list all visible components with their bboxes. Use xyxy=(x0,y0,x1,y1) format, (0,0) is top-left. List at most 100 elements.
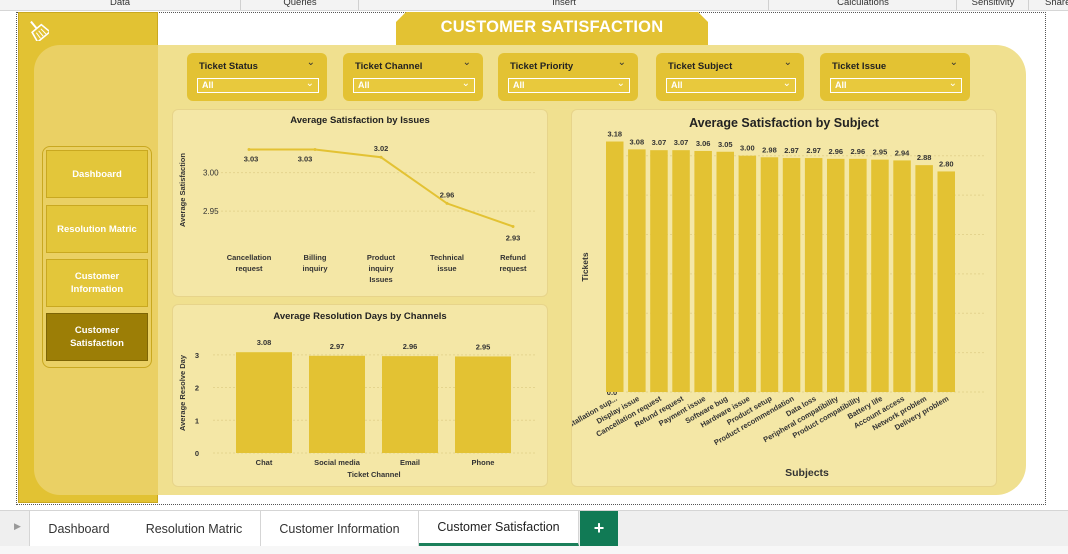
filter-label: Ticket Priority xyxy=(510,61,574,72)
chevron-down-icon[interactable]: ⌄ xyxy=(783,57,792,68)
bar xyxy=(606,141,624,392)
bar xyxy=(760,157,779,392)
chevron-down-icon[interactable]: ⌄ xyxy=(949,57,958,68)
y-tick-label: 3 xyxy=(195,351,199,360)
nav-button-resolution-matric[interactable]: Resolution Matric xyxy=(46,205,148,253)
x-tick-label: issue xyxy=(437,264,456,273)
x-axis-label: Issues xyxy=(369,275,392,284)
channels-chart-card: Average Resolution Days by Channels 3 2 1 0… xyxy=(172,304,548,487)
issues-line-chart[interactable]: 3.00 2.95 Average Satisfaction 3.03 3.03 3.02… xyxy=(173,110,549,298)
filter-value: All xyxy=(513,80,525,90)
filter-label: Ticket Status xyxy=(199,61,258,72)
bar xyxy=(782,158,801,392)
bar xyxy=(937,171,955,392)
nav-button-dashboard[interactable]: Dashboard xyxy=(46,150,148,198)
data-label: 3.03 xyxy=(298,155,313,164)
broom-icon[interactable] xyxy=(27,19,52,44)
x-tick-label: inquiry xyxy=(368,264,394,273)
data-label: 2.96 xyxy=(828,147,843,156)
ribbon-tab-queries[interactable]: Queries xyxy=(240,0,359,10)
add-sheet-button[interactable]: + xyxy=(580,511,618,546)
chevron-down-icon[interactable]: ⌄ xyxy=(306,57,315,68)
chevron-down-icon: ⌄ xyxy=(948,78,957,89)
data-label: 2.95 xyxy=(873,148,888,157)
y-tick-label: 2.95 xyxy=(203,207,219,216)
bar xyxy=(738,155,757,392)
chevron-down-icon: ⌄ xyxy=(782,78,791,89)
filter-label: Ticket Issue xyxy=(832,61,887,72)
data-label: 3.08 xyxy=(630,137,645,146)
filter-ticket-issue: Ticket Issue ⌄ All ⌄ xyxy=(820,53,970,101)
bar xyxy=(827,158,845,392)
data-label: 2.98 xyxy=(762,145,777,154)
y-tick-label: 0 xyxy=(195,449,199,458)
ribbon-tab-data[interactable]: Data xyxy=(109,0,131,8)
filter-dropdown[interactable]: All ⌄ xyxy=(830,78,962,93)
filter-dropdown[interactable]: All ⌄ xyxy=(508,78,630,93)
data-label: 2.93 xyxy=(506,233,521,242)
x-tick-label: Product xyxy=(367,253,396,262)
filter-label: Ticket Channel xyxy=(355,61,423,72)
data-label: 2.97 xyxy=(330,342,345,351)
sheet-tab-customer-satisfaction[interactable]: Customer Satisfaction xyxy=(419,511,579,546)
data-point xyxy=(313,148,317,152)
x-tick-label: Email xyxy=(400,458,420,467)
filter-value: All xyxy=(671,80,683,90)
filter-dropdown[interactable]: All ⌄ xyxy=(353,78,475,93)
channels-bar-chart[interactable]: 3 2 1 0 Average Resolve Day 3.08 Chat 2.97 Socia… xyxy=(173,305,549,488)
data-label: 2.80 xyxy=(939,159,954,168)
filter-ticket-channel: Ticket Channel ⌄ All ⌄ xyxy=(343,53,483,101)
sheet-tab-resolution-matric[interactable]: Resolution Matric xyxy=(128,511,261,546)
bar xyxy=(716,151,734,392)
ribbon-bar: Data Queries Insert Calculations Sensiti… xyxy=(0,0,1068,11)
y-tick-label: 2 xyxy=(195,384,199,393)
filter-value: All xyxy=(358,80,370,90)
y-tick-label: 3.00 xyxy=(203,169,219,178)
data-label: 3.07 xyxy=(652,138,667,147)
bar xyxy=(309,355,365,453)
subjects-bar-chart[interactable]: 3.02.52.01.51.00.50.0Tickets3.18Installa… xyxy=(572,110,998,488)
x-tick-label: Cancellation xyxy=(227,253,272,262)
filter-dropdown[interactable]: All ⌄ xyxy=(666,78,796,93)
sheet-tab-customer-information[interactable]: Customer Information xyxy=(261,511,419,546)
filter-ticket-subject: Ticket Subject ⌄ All ⌄ xyxy=(656,53,804,101)
y-tick-label: 0.0 xyxy=(607,388,617,397)
data-label: 3.08 xyxy=(257,338,272,347)
title-banner xyxy=(396,12,708,45)
x-tick-label: Social media xyxy=(314,458,361,467)
data-label: 2.88 xyxy=(917,153,932,162)
chevron-down-icon[interactable]: ⌄ xyxy=(462,57,471,68)
ribbon-tab-sensitivity[interactable]: Sensitivity xyxy=(956,0,1029,10)
data-point xyxy=(247,148,251,152)
nav-button-customer-satisfaction[interactable]: Customer Satisfaction xyxy=(46,313,148,361)
data-label: 3.18 xyxy=(607,130,622,139)
bar xyxy=(650,150,668,392)
sheet-tab-dashboard[interactable]: Dashboard xyxy=(29,511,129,546)
filter-dropdown[interactable]: All ⌄ xyxy=(197,78,319,93)
x-tick-label: Technical xyxy=(430,253,464,262)
x-tick-label: request xyxy=(235,264,263,273)
status-strip xyxy=(0,546,1068,554)
x-tick-label: Billing xyxy=(304,253,327,262)
filter-value: All xyxy=(202,80,214,90)
series-line xyxy=(249,148,514,228)
y-axis-label: Average Satisfaction xyxy=(178,153,187,227)
scroll-left-icon[interactable]: ▶ xyxy=(14,521,21,531)
ribbon-tab-calculations[interactable]: Calculations xyxy=(768,0,957,10)
data-label: 3.00 xyxy=(740,144,755,153)
ribbon-tab-insert[interactable]: Insert xyxy=(358,0,769,10)
subjects-chart-card: Average Satisfaction by Subject 3.02.52.… xyxy=(571,109,997,487)
nav-button-customer-information[interactable]: Customer Information xyxy=(46,259,148,307)
data-point xyxy=(445,201,449,205)
chevron-down-icon[interactable]: ⌄ xyxy=(617,57,626,68)
x-tick-label: request xyxy=(499,264,527,273)
page-title: CUSTOMER SATISFACTION xyxy=(440,18,664,36)
bar xyxy=(804,158,823,392)
data-label: 2.96 xyxy=(851,147,866,156)
issues-chart-card: Average Satisfaction by Issues 3.00 2.95 A… xyxy=(172,109,548,297)
bar xyxy=(382,356,438,453)
x-tick-label: Refund xyxy=(500,253,526,262)
ribbon-tab-share[interactable]: Share xyxy=(1028,0,1068,10)
chart-title: Average Satisfaction by Issues xyxy=(290,115,430,126)
x-tick-label: Phone xyxy=(472,458,495,467)
